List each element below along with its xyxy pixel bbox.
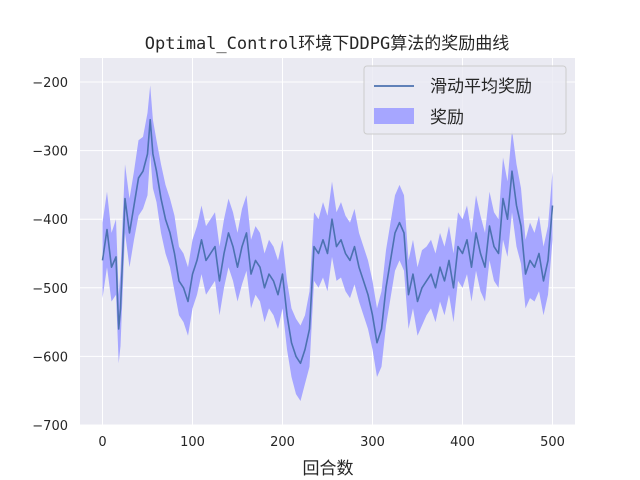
y-tick-label: −300	[32, 145, 68, 160]
x-tick-labels: 0 100 200 300 400 500	[98, 435, 565, 450]
y-tick-labels: −700 −600 −500 −400 −300 −200	[32, 76, 68, 434]
legend-label-moving-average: 滑动平均奖励	[430, 77, 532, 97]
y-tick-label: −200	[32, 76, 68, 91]
chart-title: Optimal_Control环境下DDPG算法的奖励曲线	[145, 34, 509, 54]
x-tick-label: 200	[270, 435, 295, 450]
legend: 滑动平均奖励 奖励	[363, 65, 567, 135]
legend-box	[363, 65, 567, 135]
x-tick-label: 0	[98, 435, 106, 450]
y-tick-label: −500	[32, 282, 68, 297]
x-tick-label: 300	[360, 435, 385, 450]
x-tick-label: 400	[450, 435, 475, 450]
x-axis-label: 回合数	[303, 459, 354, 479]
legend-band-swatch	[374, 108, 414, 124]
reward-band	[102, 85, 553, 402]
y-tick-label: −400	[32, 213, 68, 228]
moving-average-line	[101, 118, 554, 365]
y-tick-label: −700	[32, 419, 68, 434]
y-tick-label: −600	[32, 350, 68, 365]
legend-label-reward: 奖励	[430, 108, 464, 128]
x-tick-label: 100	[180, 435, 205, 450]
x-tick-label: 500	[540, 435, 565, 450]
